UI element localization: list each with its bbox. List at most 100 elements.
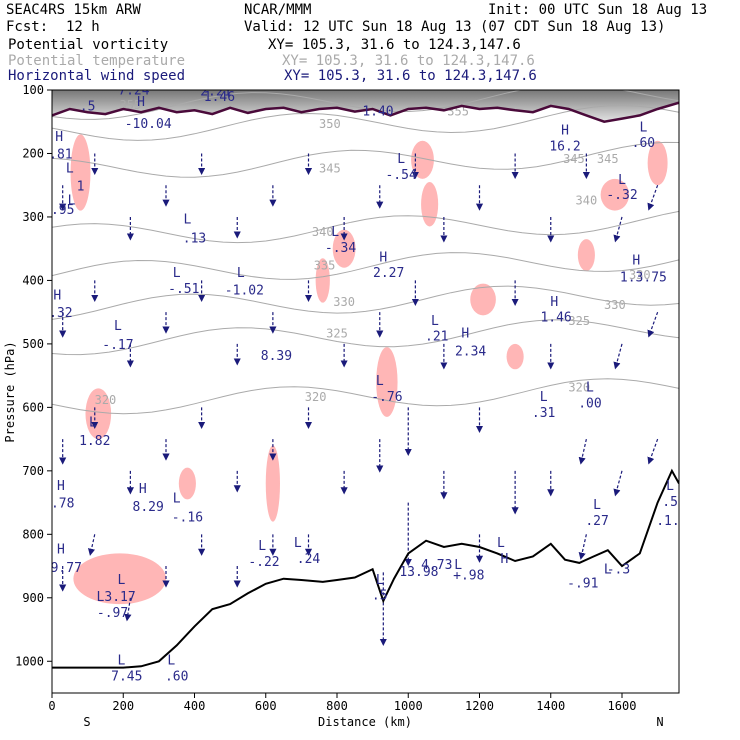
theta-label-15: 325 xyxy=(568,314,590,328)
wind-vector-58 xyxy=(613,216,623,243)
hl-label-76: 4.73 xyxy=(421,558,452,573)
hl-label-83: -.3 xyxy=(607,563,630,578)
field-name-theta: Potential temperature xyxy=(8,53,186,69)
field-name-wind: Horizontal wind speed xyxy=(8,68,186,84)
theta-label-4: 335 xyxy=(314,259,336,273)
x-tick-label-1: 200 xyxy=(112,699,134,713)
hl-label-79: L xyxy=(497,536,505,551)
org-label: NCAR/MMM xyxy=(244,2,312,18)
hl-label-4: L xyxy=(68,193,76,208)
hl-label-36: L xyxy=(258,539,266,554)
theta-label-1: 320 xyxy=(305,390,327,404)
pv-patch-12 xyxy=(600,178,630,211)
hl-label-56: L xyxy=(586,381,594,396)
hl-label-49: -.76 xyxy=(371,390,402,405)
hl-label-5: .95 xyxy=(51,203,74,218)
hl-label-7: .32 xyxy=(49,306,72,321)
hl-label-63: 16.2 xyxy=(549,139,580,154)
x-tick-label-0: 0 xyxy=(48,699,55,713)
x-end-north: N xyxy=(656,715,663,729)
y-tick-label-5: 600 xyxy=(22,400,44,414)
wind-vector-60 xyxy=(613,470,623,497)
y-tick-label-1: 200 xyxy=(22,146,44,160)
hl-label-12: H xyxy=(57,479,65,494)
y-tick-label-0: 100 xyxy=(22,83,44,97)
hl-label-6: H xyxy=(53,288,61,303)
x-tick-label-3: 600 xyxy=(255,699,277,713)
hl-label-70: L xyxy=(666,479,674,494)
hl-label-67: .60 xyxy=(632,136,655,151)
x-tick-label-5: 1000 xyxy=(394,699,423,713)
theta-isentrope-355 xyxy=(52,90,679,120)
hl-label-15: 9.77 xyxy=(51,561,82,576)
theta-label-6: 345 xyxy=(319,162,341,176)
hl-label-41: .60 xyxy=(165,669,188,684)
hl-label-28: -1.02 xyxy=(225,283,264,298)
theta-label-3: 330 xyxy=(333,295,355,309)
wind-vector-11 xyxy=(124,597,132,622)
hl-label-81: -.91 xyxy=(567,577,598,592)
hl-label-72: .1.5 xyxy=(656,514,687,529)
hl-label-11: 1.82 xyxy=(79,434,110,449)
wind-vector-57 xyxy=(578,534,587,560)
hl-label-61: 1.3.75 xyxy=(620,271,667,286)
hl-label-52: H xyxy=(461,327,469,342)
hl-label-10: L xyxy=(89,415,97,430)
hl-label-40: L xyxy=(167,653,175,668)
theta-label-2: 325 xyxy=(326,327,348,341)
wind-vector-63 xyxy=(647,438,659,465)
hl-label-33: 8.29 xyxy=(133,500,164,515)
hl-label-65: -.32 xyxy=(606,188,637,203)
hl-label-43: -.54 xyxy=(385,168,416,183)
hl-label-69: .27 xyxy=(585,514,608,529)
hl-label-80: H xyxy=(501,552,509,567)
x-tick-label-4: 800 xyxy=(326,699,348,713)
hl-label-26: -.51 xyxy=(168,282,199,297)
hl-label-74: .5 xyxy=(372,589,388,604)
pv-patch-13 xyxy=(647,140,668,186)
theta-label-11: 345 xyxy=(563,152,585,166)
fcst-value: 12 h xyxy=(66,19,100,35)
wind-vector-61 xyxy=(647,185,659,211)
hl-label-29: L xyxy=(183,212,191,227)
x-tick-label-6: 1200 xyxy=(465,699,494,713)
hl-label-3: 1 xyxy=(77,179,85,194)
pv-patch-8 xyxy=(421,182,439,227)
hl-label-82: L xyxy=(604,563,612,578)
hl-label-59: 1.46 xyxy=(540,311,571,326)
theta-isentrope-330 xyxy=(52,285,679,320)
hl-label-42: L xyxy=(397,152,405,167)
pv-patch-10 xyxy=(470,283,496,316)
field-xy-pv: XY= 105.3, 31.6 to 124.3,147.6 xyxy=(268,37,521,53)
terrain-line xyxy=(52,468,679,669)
tropopause-contour xyxy=(52,101,679,123)
theta-isentrope-335 xyxy=(52,252,679,280)
wind-vector-7 xyxy=(88,534,96,556)
theta-isentrope-325 xyxy=(52,319,679,356)
field-xy-wind: XY= 105.3, 31.6 to 124.3,147.6 xyxy=(284,68,537,84)
hl-label-16: L xyxy=(118,573,126,588)
hl-label-1: .81 xyxy=(49,148,72,163)
hl-label-31: 8.39 xyxy=(261,349,292,364)
theta-isentrope-320 xyxy=(52,378,679,415)
y-tick-label-6: 700 xyxy=(22,464,44,478)
y-tick-label-3: 400 xyxy=(22,273,44,287)
theta-label-14: 330 xyxy=(629,268,651,282)
hl-label-8: L xyxy=(114,319,122,334)
hl-label-32: H xyxy=(139,482,147,497)
hl-label-64: L xyxy=(618,173,626,188)
theta-label-16: 320 xyxy=(568,381,590,395)
hl-label-62: H xyxy=(561,123,569,138)
y-tick-label-4: 500 xyxy=(22,337,44,351)
pv-patch-3 xyxy=(178,467,196,500)
theta-label-12: 345 xyxy=(597,152,619,166)
x-end-south: S xyxy=(83,715,90,729)
field-name-pv: Potential vorticity xyxy=(8,37,169,53)
pv-patch-0 xyxy=(70,134,91,211)
theta-isentrope-345 xyxy=(52,141,679,178)
pv-patch-11 xyxy=(506,343,524,370)
fcst-label: Fcst: xyxy=(6,19,49,35)
hl-label-44: L xyxy=(331,225,339,240)
pv-patch-9 xyxy=(411,140,434,179)
